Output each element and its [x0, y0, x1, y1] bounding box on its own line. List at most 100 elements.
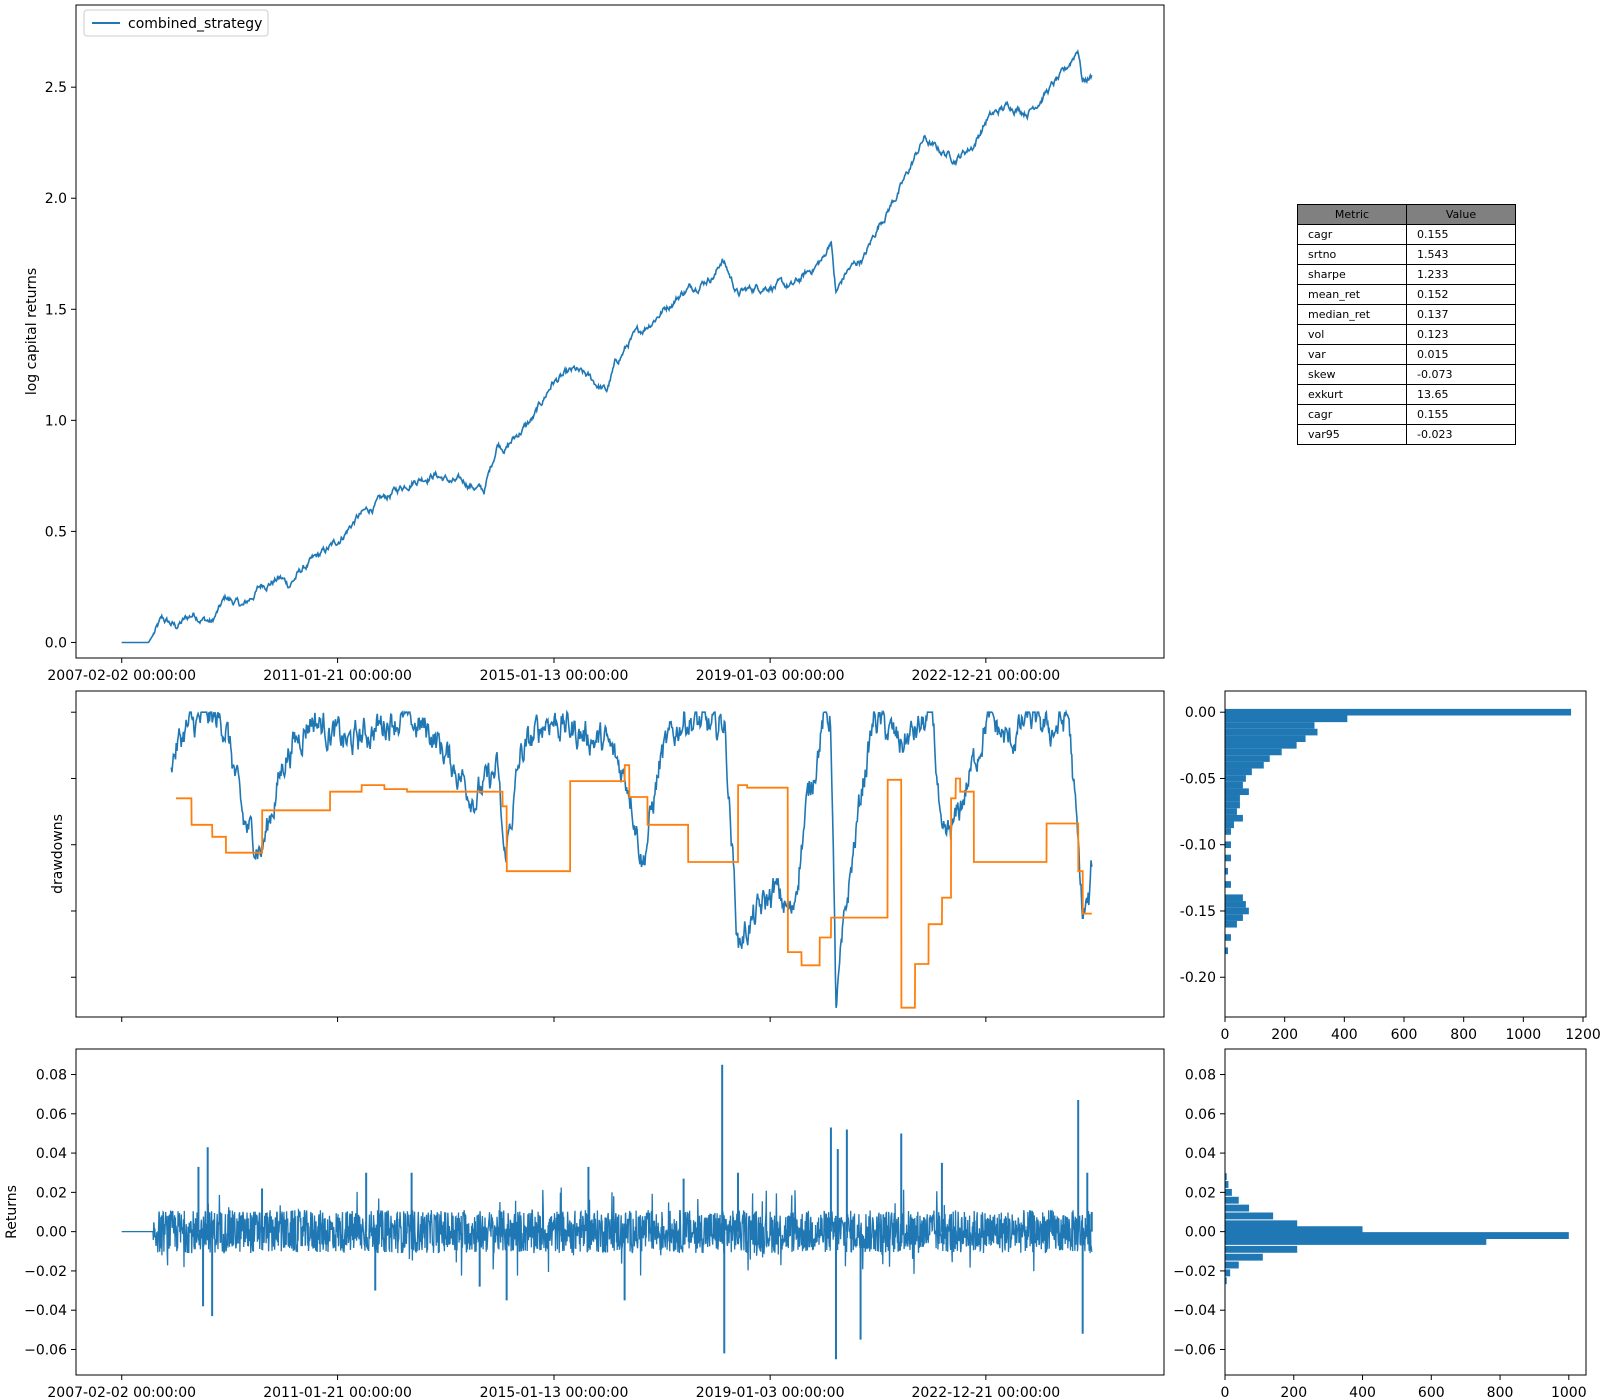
- metric-value: 1.543: [1406, 244, 1516, 265]
- log-capital-y-tick-label: 0.5: [45, 524, 67, 540]
- drawdowns-hist-bar: [1225, 728, 1318, 736]
- drawdowns-hist-bar: [1225, 854, 1231, 862]
- legend: combined_strategy: [83, 9, 269, 37]
- returns-y-tick-label: 0.08: [36, 1068, 67, 1084]
- drawdowns-hist-x-tick-label: 600: [1391, 1027, 1418, 1043]
- drawdowns-hist-bar: [1225, 808, 1237, 815]
- log-capital-x-tick-label: 2007-02-02 00:00:00: [47, 668, 196, 684]
- drawdowns-hist-bar: [1225, 934, 1231, 941]
- drawdowns-hist-y-tick-label: -0.15: [1180, 904, 1216, 920]
- drawdowns-histogram-axes: 0 200 400 600 800 1000 1200 0.00 -0.05 -0.10 -0.15…: [1180, 690, 1600, 1043]
- log-capital-axes: 2007-02-02 00:00:00 2011-01-21 00:00:00 20…: [24, 4, 1165, 684]
- returns-hist-bar: [1225, 1196, 1239, 1204]
- returns-x-tick-label: 2011-01-21 00:00:00: [263, 1385, 412, 1400]
- metric-value: -0.073: [1406, 364, 1516, 385]
- drawdowns-axes: drawdowns: [50, 690, 1165, 1022]
- table-row: sharpe 1.233: [1297, 264, 1516, 285]
- returns-hist-bar: [1225, 1212, 1274, 1220]
- returns-y-tick-label: 0.04: [36, 1146, 67, 1162]
- drawdowns-hist-bar: [1225, 947, 1228, 955]
- returns-hist-bar: [1225, 1253, 1263, 1261]
- log-capital-y-tick-label: 1.0: [45, 413, 67, 429]
- metric-name: cagr: [1297, 404, 1407, 425]
- metric-name: var: [1297, 344, 1407, 365]
- log-capital-x-tick-label: 2022-12-21 00:00:00: [911, 668, 1060, 684]
- log-capital-x-tick-label: 2011-01-21 00:00:00: [263, 668, 412, 684]
- returns-hist-y-tick-label: −0.02: [1173, 1264, 1216, 1280]
- drawdowns-hist-bar: [1225, 748, 1282, 756]
- returns-hist-y-tick-label: 0.08: [1185, 1068, 1216, 1084]
- metric-name: srtno: [1297, 244, 1407, 265]
- metric-name: mean_ret: [1297, 284, 1407, 305]
- metrics-header-value: Value: [1406, 204, 1516, 225]
- metric-name: cagr: [1297, 224, 1407, 245]
- drawdowns-hist-bar: [1225, 722, 1315, 729]
- drawdowns-hist-bar: [1225, 775, 1246, 782]
- drawdowns-hist-x-tick-label: 800: [1450, 1027, 1477, 1043]
- metric-value: 0.123: [1406, 324, 1516, 345]
- returns-hist-bar: [1225, 1181, 1229, 1188]
- returns-y-tick-label: −0.04: [24, 1303, 67, 1319]
- drawdowns-hist-y-tick-label: -0.05: [1180, 771, 1216, 787]
- metric-value: 0.015: [1406, 344, 1516, 365]
- metric-name: var95: [1297, 424, 1407, 445]
- drawdowns-hist-frame: [1224, 690, 1587, 1018]
- metric-value: -0.023: [1406, 424, 1516, 445]
- returns-y-tick-label: 0.02: [36, 1185, 67, 1201]
- returns-hist-bar: [1225, 1188, 1232, 1196]
- drawdowns-hist-bar: [1225, 781, 1243, 789]
- drawdowns-hist-y-tick-label: -0.20: [1180, 970, 1216, 986]
- series-line-combined-strategy: [121, 48, 1093, 644]
- table-row: vol 0.123: [1297, 324, 1516, 345]
- table-row: srtno 1.543: [1297, 244, 1516, 265]
- metrics-header-row: Metric Value: [1297, 204, 1516, 225]
- drawdowns-hist-bar: [1225, 828, 1231, 835]
- returns-hist-bar: [1225, 1245, 1298, 1253]
- returns-hist-bar: [1225, 1204, 1250, 1212]
- metrics-header-metric: Metric: [1297, 204, 1407, 225]
- returns-histogram-axes: 0 200 400 600 800 1000 0.08 0.06 0.04 0.02 0.00 −0.…: [1173, 1048, 1587, 1400]
- drawdowns-hist-x-tick-label: 0: [1221, 1027, 1230, 1043]
- drawdowns-hist-bar: [1225, 914, 1243, 921]
- table-row: cagr 0.155: [1297, 224, 1516, 245]
- table-row: median_ret 0.137: [1297, 304, 1516, 325]
- legend-label: combined_strategy: [128, 16, 262, 32]
- drawdowns-hist-bar: [1225, 788, 1249, 796]
- metric-value: 0.155: [1406, 224, 1516, 245]
- drawdowns-hist-bar: [1225, 761, 1264, 769]
- returns-y-tick-label: 0.00: [36, 1225, 67, 1241]
- drawdowns-hist-bar: [1225, 881, 1231, 888]
- table-row: mean_ret 0.152: [1297, 284, 1516, 305]
- returns-frame: [75, 1048, 1165, 1376]
- drawdowns-ylabel: drawdowns: [50, 814, 66, 894]
- drawdowns-hist-y-tick-label: 0.00: [1185, 705, 1216, 721]
- returns-x-tick-label: 2007-02-02 00:00:00: [47, 1385, 196, 1400]
- returns-hist-bar: [1225, 1220, 1298, 1228]
- metric-value: 1.233: [1406, 264, 1516, 285]
- returns-hist-x-tick-label: 800: [1487, 1385, 1514, 1400]
- drawdowns-hist-bar: [1225, 901, 1246, 908]
- metric-value: 0.155: [1406, 404, 1516, 425]
- returns-hist-frame: [1224, 1048, 1587, 1376]
- metric-name: median_ret: [1297, 304, 1407, 325]
- drawdowns-hist-bar: [1225, 768, 1252, 776]
- returns-hist-bar: [1225, 1173, 1227, 1181]
- returns-hist-x-tick-label: 1000: [1551, 1385, 1587, 1400]
- drawdowns-hist-bar: [1225, 841, 1231, 849]
- returns-hist-bar: [1225, 1232, 1569, 1240]
- drawdowns-hist-bar: [1225, 867, 1228, 875]
- log-capital-x-tick-label: 2015-01-13 00:00:00: [480, 668, 629, 684]
- drawdowns-hist-bar: [1225, 907, 1249, 915]
- returns-hist-y-tick-label: −0.06: [1173, 1342, 1216, 1358]
- drawdowns-hist-bar: [1225, 814, 1243, 822]
- drawdowns-hist-bar: [1225, 920, 1237, 928]
- returns-hist-y-tick-label: −0.04: [1173, 1303, 1216, 1319]
- returns-hist-bar: [1225, 1269, 1231, 1277]
- metric-name: vol: [1297, 324, 1407, 345]
- returns-hist-x-tick-label: 0: [1221, 1385, 1230, 1400]
- metric-value: 13.65: [1406, 384, 1516, 405]
- returns-x-tick-label: 2022-12-21 00:00:00: [911, 1385, 1060, 1400]
- returns-hist-y-tick-label: 0.04: [1185, 1146, 1216, 1162]
- returns-x-tick-label: 2019-01-03 00:00:00: [696, 1385, 845, 1400]
